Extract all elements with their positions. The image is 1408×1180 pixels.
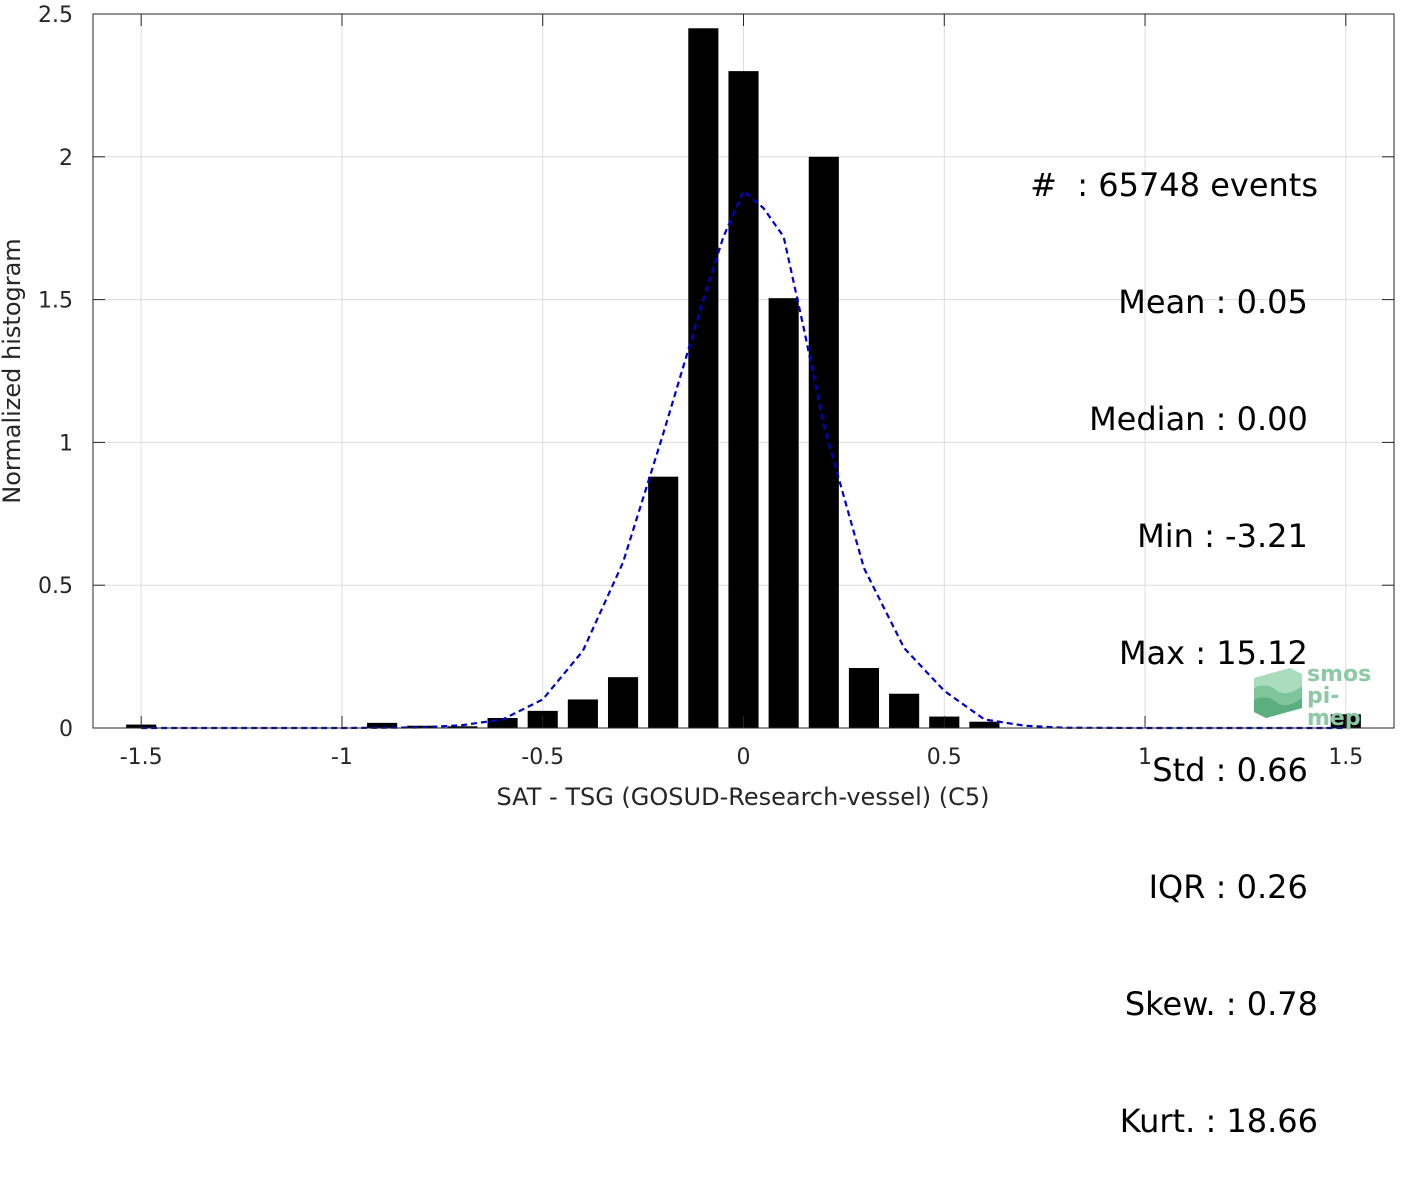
histogram-bars: [126, 28, 1361, 729]
logo-text: smos pi-mep: [1307, 664, 1390, 730]
x-tick-label: 0: [737, 745, 751, 770]
histogram-bar: [889, 693, 920, 728]
smos-logo-icon: [1254, 668, 1302, 718]
histogram-bar: [768, 298, 799, 728]
histogram-bar: [487, 718, 518, 728]
stat-max: Max : 15.12: [1118, 634, 1318, 672]
stat-mean: Mean : 0.05: [1118, 283, 1318, 321]
y-tick-label: 2: [59, 146, 73, 171]
histogram-bar: [728, 71, 759, 729]
logo-line-pimep: pi-mep: [1307, 684, 1361, 731]
y-tick-label: 0: [59, 717, 73, 742]
logo-line-smos: smos: [1307, 662, 1372, 687]
axis-ticks: [93, 13, 1394, 729]
stat-events: # : 65748 events: [1030, 166, 1318, 204]
x-tick-label: 0.5: [927, 745, 962, 770]
x-tick-label: 1.5: [1328, 745, 1363, 770]
histogram-bar: [607, 677, 639, 728]
stat-min: Min : -3.21: [1137, 517, 1318, 555]
x-tick-label: -0.5: [521, 745, 564, 770]
y-tick-labels: 0 0.5 1 1.5 2 2.5: [38, 3, 73, 742]
x-tick-label: -1.5: [120, 745, 163, 770]
fit-curve-group: [141, 189, 1346, 730]
histogram-bar: [648, 476, 679, 728]
y-tick-label: 2.5: [38, 3, 73, 28]
stat-skew: Skew. : 0.78: [1124, 985, 1318, 1023]
histogram-bar: [367, 722, 398, 728]
histogram-bar: [567, 699, 598, 728]
y-tick-label: 0.5: [38, 574, 73, 599]
x-tick-label: 1: [1138, 745, 1152, 770]
smos-pi-mep-logo: smos pi-mep: [1250, 664, 1390, 730]
stat-std: Std : 0.66: [1152, 751, 1318, 789]
x-tick-labels: -1.5 -1 -0.5 0 0.5 1 1.5: [120, 745, 1364, 770]
stat-kurt: Kurt. : 18.66: [1119, 1102, 1318, 1140]
y-tick-label: 1.5: [38, 289, 73, 314]
stat-iqr: IQR : 0.26: [1148, 868, 1318, 906]
x-tick-label: -1: [331, 745, 353, 770]
y-tick-label: 1: [59, 431, 73, 456]
histogram-bar: [688, 28, 719, 728]
fit-curve: [141, 189, 1346, 730]
histogram-chart: -1.5 -1 -0.5 0 0.5 1 1.5 0 0.5 1 1.5 2 2.5 SAT - TS…: [0, 3, 1395, 809]
stat-median: Median : 0.00: [1089, 400, 1318, 438]
histogram-bar: [848, 668, 880, 728]
x-axis-label: SAT - TSG (GOSUD-Research-vessel) (C5): [497, 783, 990, 809]
y-axis-label: Normalized histogram: [0, 238, 26, 503]
statistics-panel: # : 65748 events Mean : 0.05 Median : 0.…: [1030, 88, 1318, 1180]
histogram-bar: [969, 721, 1000, 728]
histogram-bar: [447, 726, 478, 728]
histogram-bar: [808, 156, 839, 729]
